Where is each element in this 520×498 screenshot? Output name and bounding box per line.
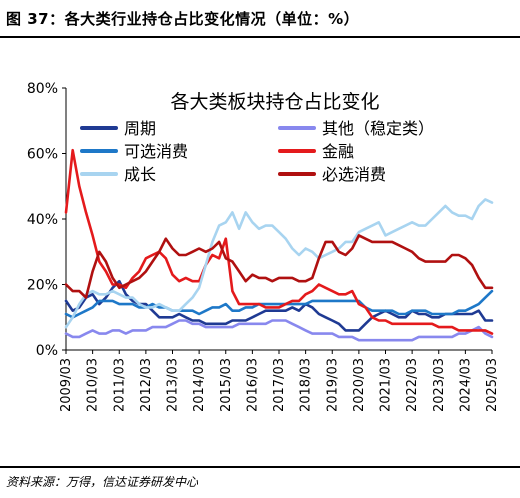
legend-label: 其他（稳定类） (322, 119, 434, 138)
y-tick-label: 40% (27, 212, 58, 228)
chart-title: 各大类板块持仓占比变化 (170, 91, 379, 113)
x-tick-label: 2014/03 (192, 358, 207, 412)
x-tick-label: 2019/03 (325, 358, 340, 412)
series-line (64, 198, 494, 329)
series-line (64, 148, 494, 335)
legend-label: 周期 (124, 119, 156, 138)
line-chart: 各大类板块持仓占比变化 0% 20% 40% 60% 80% 2009/03 2010/03… (27, 81, 500, 412)
legend-label: 必选消费 (322, 165, 386, 184)
x-tick-label: 2020/03 (352, 358, 367, 412)
x-tick-label: 2015/03 (219, 358, 234, 412)
x-tick-label: 2018/03 (299, 358, 314, 412)
series-line (64, 289, 494, 319)
x-tick-label: 2016/03 (245, 358, 260, 412)
bottom-rule (0, 466, 520, 468)
x-tick-label: 2013/03 (166, 358, 181, 412)
y-tick-label: 20% (27, 278, 58, 294)
series-lines (64, 148, 494, 342)
y-tick-label: 80% (27, 81, 58, 97)
axes: 0% 20% 40% 60% 80% 2009/03 2010/03 2011/03 2012/… (27, 81, 500, 412)
x-tick-label: 2022/03 (405, 358, 420, 412)
x-tick-label: 2012/03 (139, 358, 154, 412)
series-line (64, 234, 494, 299)
x-tick-label: 2024/03 (458, 358, 473, 412)
figure-title: 图 37：各大类行业持仓占比变化情况（单位：%） (6, 10, 360, 28)
y-tick-label: 0% (36, 343, 58, 359)
legend-label: 可选消费 (124, 142, 188, 161)
top-rule (0, 36, 520, 38)
legend-label: 金融 (322, 142, 354, 161)
x-tick-label: 2011/03 (112, 358, 127, 412)
x-tick-label: 2023/03 (432, 358, 447, 412)
legend-label: 成长 (124, 165, 156, 184)
x-tick-label: 2021/03 (379, 358, 394, 412)
y-tick-label: 60% (27, 147, 58, 163)
x-tick-label: 2017/03 (272, 358, 287, 412)
series-line (64, 319, 494, 342)
source-note: 资料来源：万得，信达证券研发中心 (6, 475, 199, 489)
x-tick-label: 2025/03 (485, 358, 500, 412)
x-tick-label: 2010/03 (86, 358, 101, 412)
x-tick-label: 2009/03 (59, 358, 74, 412)
